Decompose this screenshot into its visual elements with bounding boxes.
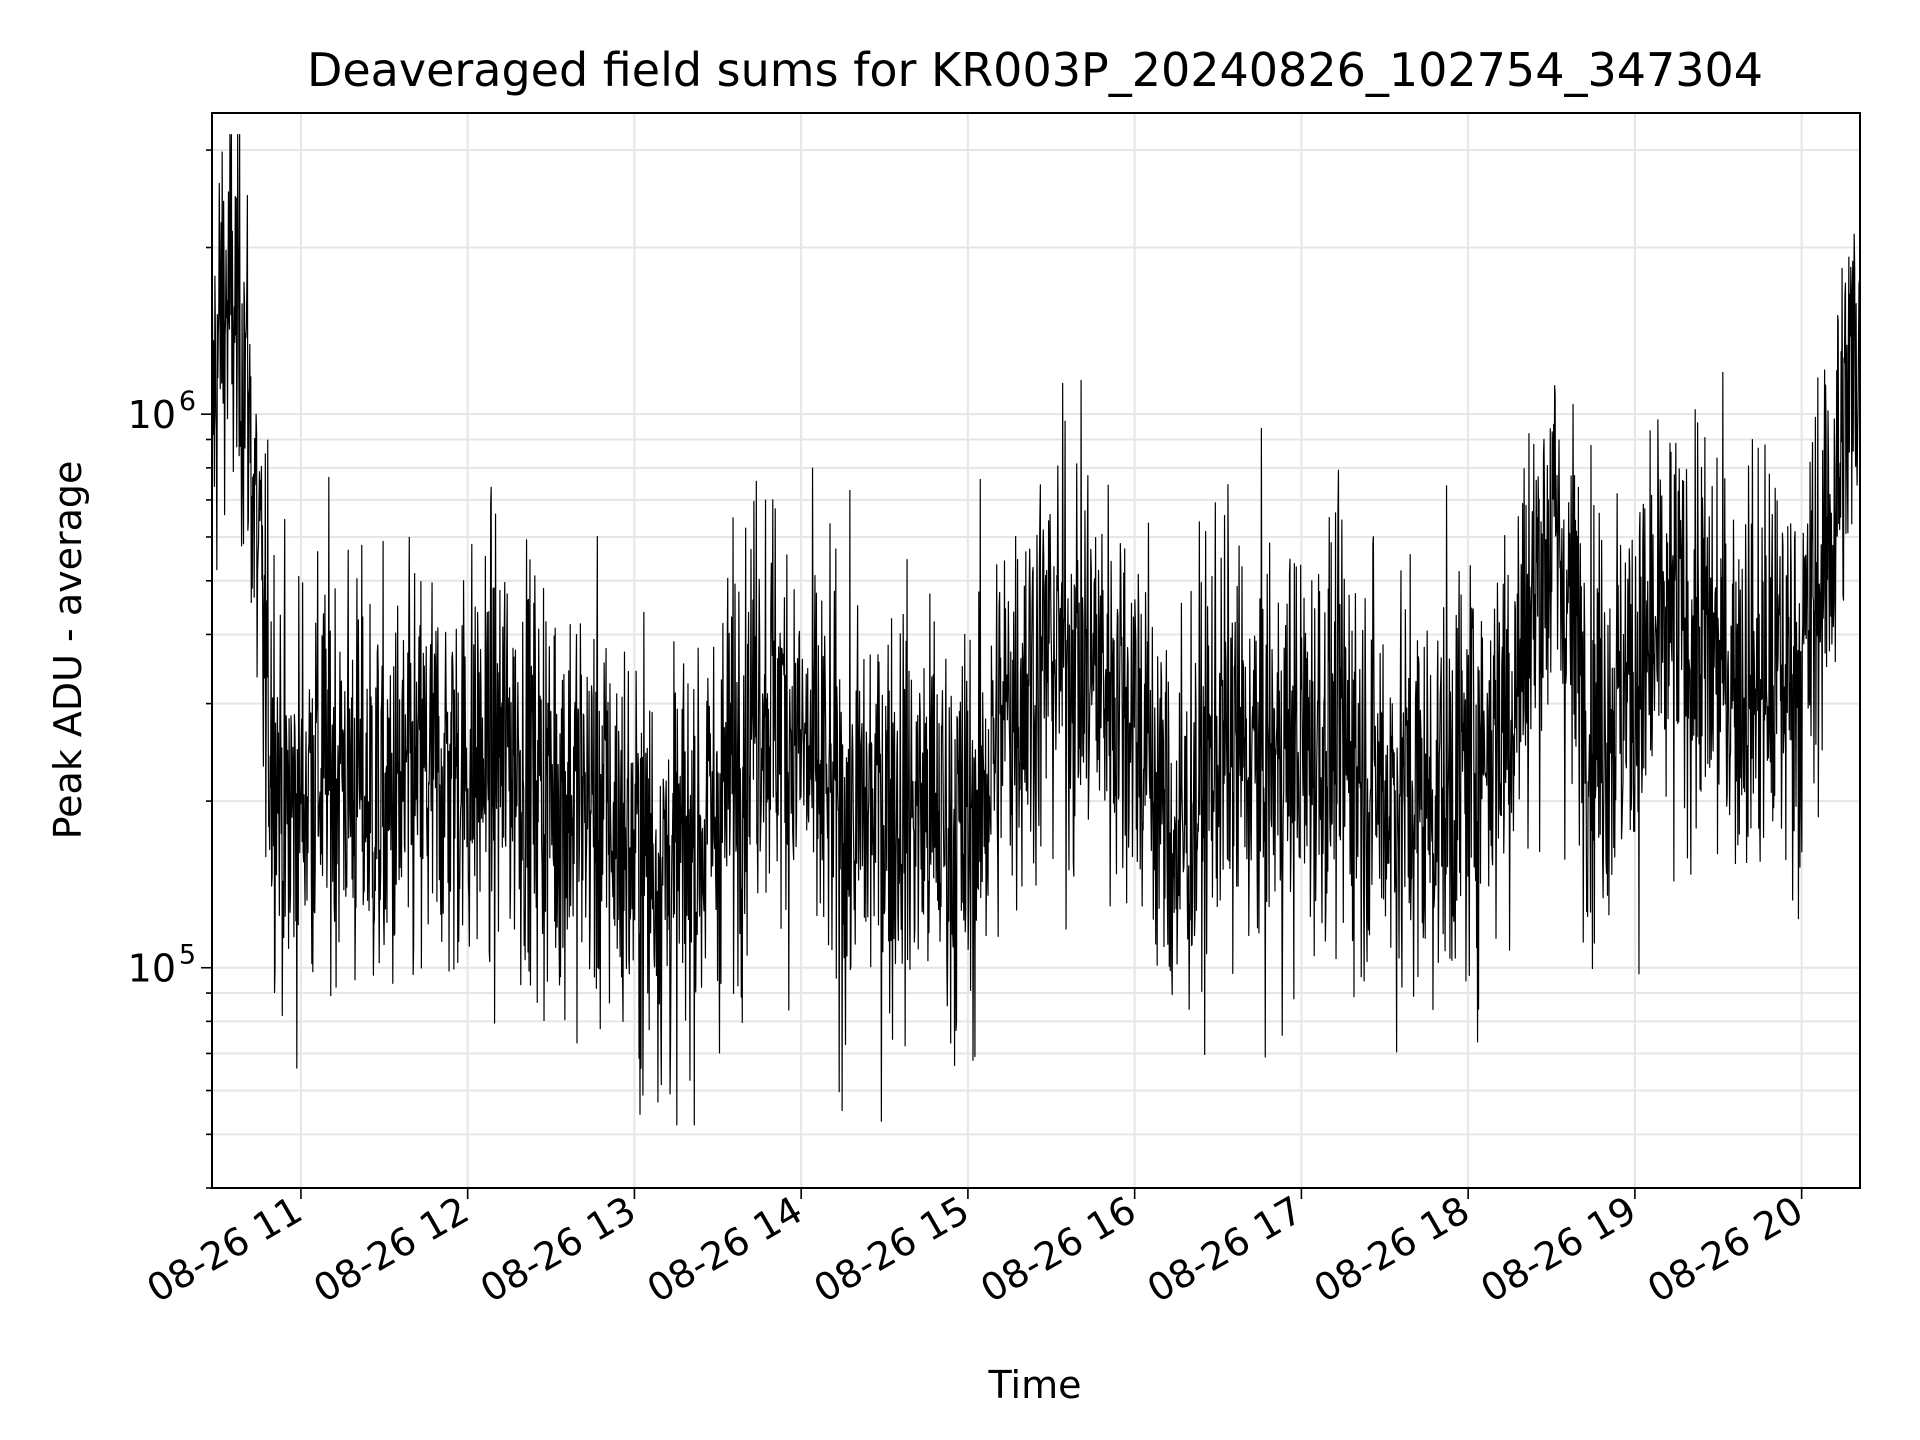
plot-frame (211, 112, 1861, 1189)
y-tick-exponent: 6 (179, 386, 196, 417)
x-axis-label: Time (988, 1363, 1082, 1407)
y-tick-exponent: 5 (179, 940, 196, 971)
y-tick-label: 10 (128, 393, 176, 437)
y-axis-label: Peak ADU - average (46, 461, 90, 840)
series-layer (212, 133, 1860, 1126)
chart-title: Deaveraged field sums for KR003P_2024082… (307, 43, 1763, 97)
series-line (212, 133, 1860, 1126)
y-tick-label: 10 (128, 947, 176, 991)
